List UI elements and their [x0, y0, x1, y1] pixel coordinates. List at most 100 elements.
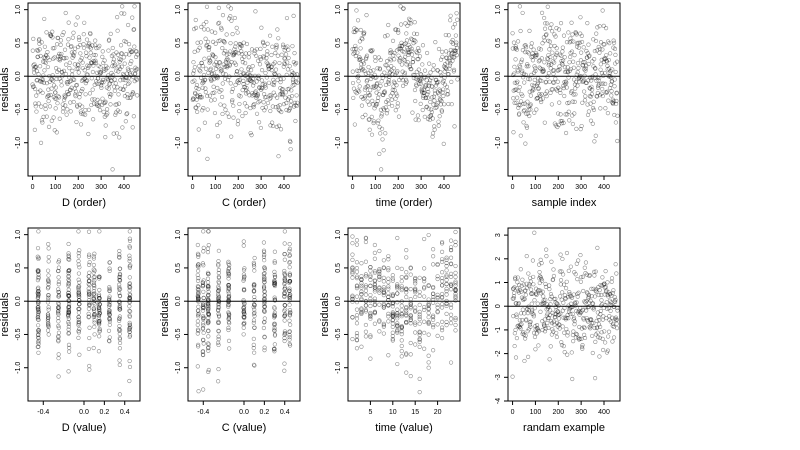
- data-point: [583, 305, 588, 310]
- data-point: [381, 275, 386, 281]
- data-point: [287, 253, 292, 258]
- data-point: [241, 268, 247, 273]
- data-point: [68, 109, 73, 114]
- data-point: [513, 44, 518, 49]
- data-point: [264, 60, 269, 65]
- data-point: [571, 339, 576, 344]
- data-point: [434, 81, 440, 86]
- data-point: [261, 40, 266, 46]
- data-point: [511, 88, 516, 93]
- data-point: [601, 59, 607, 65]
- data-point: [76, 285, 81, 291]
- data-point: [242, 266, 247, 271]
- data-point: [523, 336, 528, 341]
- data-point: [539, 10, 545, 15]
- data-point: [227, 49, 233, 54]
- data-point: [46, 93, 51, 98]
- data-point: [282, 293, 287, 299]
- data-point: [386, 286, 391, 291]
- data-point: [205, 346, 211, 351]
- data-point: [533, 52, 538, 58]
- data-point: [408, 340, 413, 346]
- data-point: [562, 293, 568, 298]
- data-point: [350, 296, 355, 301]
- data-point: [422, 114, 427, 119]
- data-point: [254, 95, 259, 100]
- data-point: [579, 39, 585, 45]
- data-point: [386, 298, 391, 303]
- data-point: [115, 85, 120, 90]
- data-point: [569, 89, 574, 94]
- data-point: [282, 332, 287, 337]
- data-point: [351, 95, 356, 101]
- data-point: [426, 283, 431, 288]
- data-point: [361, 61, 367, 66]
- data-point: [192, 26, 197, 32]
- data-point: [533, 327, 538, 332]
- data-point: [386, 276, 391, 281]
- data-point: [282, 280, 287, 286]
- data-point: [563, 79, 568, 84]
- data-point: [607, 292, 612, 297]
- data-point: [577, 75, 582, 80]
- data-point: [200, 284, 205, 289]
- data-point: [272, 323, 277, 328]
- data-point: [557, 67, 562, 72]
- data-point: [127, 329, 132, 335]
- data-point: [76, 292, 81, 297]
- data-point: [448, 13, 453, 18]
- data-point: [413, 330, 418, 335]
- data-point: [252, 268, 257, 273]
- data-point: [387, 81, 392, 86]
- data-point: [377, 248, 382, 254]
- data-point: [219, 68, 224, 73]
- data-point: [201, 317, 206, 322]
- data-point: [422, 346, 427, 351]
- data-point: [94, 81, 99, 86]
- data-point: [86, 306, 92, 311]
- data-point: [606, 329, 612, 334]
- data-point: [35, 344, 40, 349]
- data-point: [569, 294, 574, 299]
- plot-frame: [347, 227, 461, 402]
- data-point: [272, 305, 277, 310]
- data-point: [272, 80, 277, 85]
- data-point: [91, 296, 96, 301]
- data-point: [570, 32, 575, 37]
- data-point: [560, 308, 565, 313]
- data-point: [589, 321, 594, 326]
- data-point: [408, 21, 413, 26]
- data-point: [453, 33, 458, 38]
- data-point: [354, 269, 360, 274]
- data-point: [82, 20, 87, 25]
- data-point: [579, 123, 584, 129]
- data-point: [603, 90, 608, 95]
- data-point: [250, 64, 255, 69]
- data-point: [382, 90, 387, 95]
- data-point: [196, 103, 201, 108]
- data-point: [92, 312, 97, 317]
- data-point: [408, 297, 413, 302]
- data-point: [45, 268, 51, 273]
- data-point: [562, 79, 567, 85]
- data-point: [203, 66, 209, 71]
- data-point: [107, 266, 112, 271]
- data-point: [359, 276, 364, 282]
- data-point: [399, 40, 404, 45]
- data-point: [392, 88, 397, 93]
- data-point: [371, 102, 376, 107]
- data-point: [97, 334, 102, 339]
- data-point: [451, 69, 456, 74]
- data-point: [439, 302, 445, 307]
- y-tick-label: 0.5: [335, 263, 342, 273]
- data-point: [432, 124, 437, 129]
- data-point: [287, 260, 292, 265]
- data-point: [200, 108, 205, 113]
- data-point: [252, 101, 257, 107]
- data-point: [209, 29, 214, 34]
- data-point: [64, 80, 69, 85]
- data-point: [98, 70, 104, 75]
- data-point: [117, 328, 123, 333]
- data-point: [381, 293, 386, 298]
- data-point: [233, 62, 239, 67]
